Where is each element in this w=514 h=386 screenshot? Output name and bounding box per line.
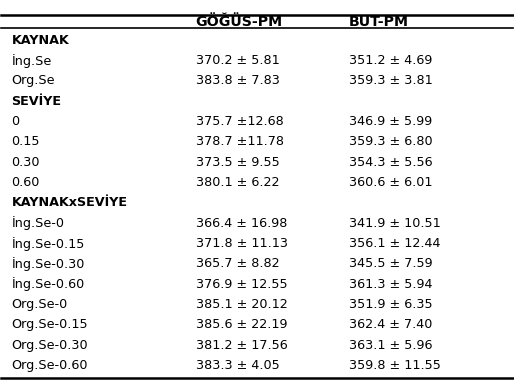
Text: İng.Se-0: İng.Se-0 [12,216,65,230]
Text: 354.3 ± 5.56: 354.3 ± 5.56 [349,156,433,169]
Text: 373.5 ± 9.55: 373.5 ± 9.55 [196,156,280,169]
Text: 345.5 ± 7.59: 345.5 ± 7.59 [349,257,433,271]
Text: 378.7 ±11.78: 378.7 ±11.78 [196,135,284,149]
Text: 341.9 ± 10.51: 341.9 ± 10.51 [349,217,441,230]
Text: 346.9 ± 5.99: 346.9 ± 5.99 [349,115,432,128]
Text: 359.8 ± 11.55: 359.8 ± 11.55 [349,359,441,372]
Text: 365.7 ± 8.82: 365.7 ± 8.82 [196,257,279,271]
Text: 359.3 ± 3.81: 359.3 ± 3.81 [349,74,433,88]
Text: 360.6 ± 6.01: 360.6 ± 6.01 [349,176,432,189]
Text: GÖĞÜS-PM: GÖĞÜS-PM [196,15,283,29]
Text: KAYNAK: KAYNAK [12,34,69,47]
Text: 366.4 ± 16.98: 366.4 ± 16.98 [196,217,287,230]
Text: İng.Se-0.60: İng.Se-0.60 [12,277,85,291]
Text: 383.3 ± 4.05: 383.3 ± 4.05 [196,359,280,372]
Text: 381.2 ± 17.56: 381.2 ± 17.56 [196,339,287,352]
Text: 383.8 ± 7.83: 383.8 ± 7.83 [196,74,280,88]
Text: İng.Se-0.30: İng.Se-0.30 [12,257,85,271]
Text: İng.Se: İng.Se [12,54,52,68]
Text: 351.2 ± 4.69: 351.2 ± 4.69 [349,54,432,67]
Text: Org.Se: Org.Se [12,74,55,88]
Text: 363.1 ± 5.96: 363.1 ± 5.96 [349,339,432,352]
Text: 370.2 ± 5.81: 370.2 ± 5.81 [196,54,280,67]
Text: Org.Se-0.15: Org.Se-0.15 [12,318,88,332]
Text: 375.7 ±12.68: 375.7 ±12.68 [196,115,283,128]
Text: 385.1 ± 20.12: 385.1 ± 20.12 [196,298,287,311]
Text: 351.9 ± 6.35: 351.9 ± 6.35 [349,298,433,311]
Text: 359.3 ± 6.80: 359.3 ± 6.80 [349,135,433,149]
Text: Org.Se-0: Org.Se-0 [12,298,68,311]
Text: 361.3 ± 5.94: 361.3 ± 5.94 [349,278,432,291]
Text: Org.Se-0.60: Org.Se-0.60 [12,359,88,372]
Text: BUT-PM: BUT-PM [349,15,409,29]
Text: 356.1 ± 12.44: 356.1 ± 12.44 [349,237,440,250]
Text: SEVİYE: SEVİYE [12,95,62,108]
Text: Org.Se-0.30: Org.Se-0.30 [12,339,88,352]
Text: 371.8 ± 11.13: 371.8 ± 11.13 [196,237,288,250]
Text: 380.1 ± 6.22: 380.1 ± 6.22 [196,176,279,189]
Text: 376.9 ± 12.55: 376.9 ± 12.55 [196,278,287,291]
Text: 0.60: 0.60 [12,176,40,189]
Text: 385.6 ± 22.19: 385.6 ± 22.19 [196,318,287,332]
Text: 0: 0 [12,115,20,128]
Text: İng.Se-0.15: İng.Se-0.15 [12,237,85,251]
Text: KAYNAKxSEVİYE: KAYNAKxSEVİYE [12,196,127,210]
Text: 0.15: 0.15 [12,135,40,149]
Text: 362.4 ± 7.40: 362.4 ± 7.40 [349,318,432,332]
Text: 0.30: 0.30 [12,156,40,169]
